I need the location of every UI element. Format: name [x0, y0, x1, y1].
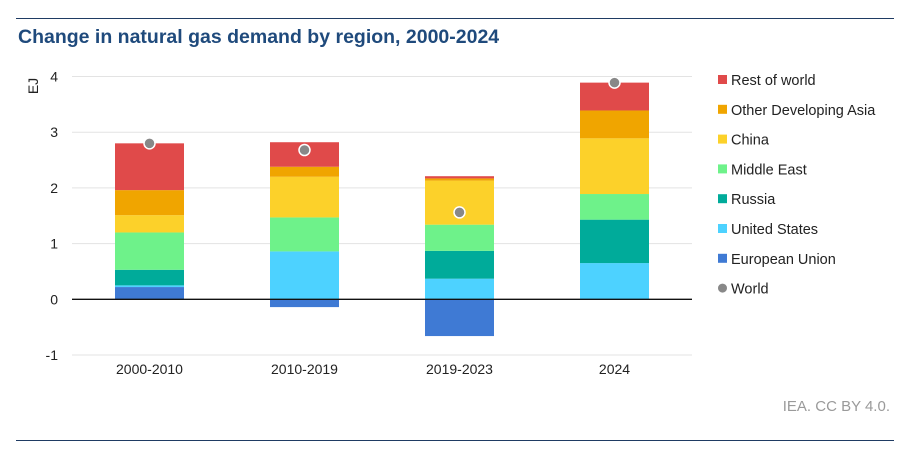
chart-title: Change in natural gas demand by region, … [18, 26, 500, 48]
world-marker [453, 206, 466, 219]
legend-swatch [718, 164, 727, 174]
y-tick-label: -1 [46, 347, 59, 363]
legend-swatch [718, 134, 727, 144]
bar-segment [270, 176, 339, 218]
bar-segment [580, 263, 649, 300]
legend-label: Russia [731, 192, 776, 208]
y-tick-label: 4 [50, 69, 58, 85]
legend-swatch [718, 224, 727, 233]
legend-swatch [718, 253, 727, 263]
bar-segment [115, 215, 184, 233]
bar-segment [270, 217, 339, 252]
bar-segment [270, 251, 339, 300]
legend-label: China [731, 133, 770, 149]
legend-label: Rest of world [731, 73, 816, 89]
bar-segment [115, 285, 184, 288]
y-tick-label: 0 [50, 291, 58, 307]
bar-segment [425, 224, 494, 251]
top-rule [16, 18, 894, 19]
bar-segment [115, 269, 184, 286]
y-axis-label: EJ [25, 78, 41, 94]
legend-swatch [718, 104, 727, 114]
bar-segment [425, 176, 494, 179]
legend-label: European Union [731, 252, 836, 268]
bar-segment [425, 278, 494, 300]
source-credit: IEA. CC BY 4.0. [782, 398, 890, 415]
legend-swatch [718, 194, 727, 204]
legend-label: United States [731, 222, 818, 238]
x-tick-label: 2024 [599, 361, 630, 377]
bar-segment [270, 299, 339, 308]
bar-segment [425, 178, 494, 181]
x-tick-label: 2000-2010 [116, 361, 183, 377]
x-tick-label: 2010-2019 [271, 361, 338, 377]
x-tick-label: 2019-2023 [426, 361, 493, 377]
legend-label: World [731, 282, 769, 298]
y-tick-label: 2 [50, 180, 58, 196]
legend-swatch [718, 75, 727, 84]
y-tick-label: 1 [50, 236, 58, 252]
bar-segment [580, 219, 649, 264]
world-marker [143, 137, 156, 150]
legend-label: Middle East [731, 162, 807, 178]
world-marker [608, 76, 621, 89]
bar-segment [115, 190, 184, 216]
bar-segment [425, 299, 494, 337]
bar-segment [580, 110, 649, 139]
bar-segment [270, 166, 339, 177]
bar-segment [115, 143, 184, 191]
bar-segment [115, 287, 184, 300]
legend-label: Other Developing Asia [731, 103, 876, 119]
world-marker [298, 143, 311, 157]
bar-segment [580, 138, 649, 195]
bar-segment [580, 194, 649, 220]
bottom-rule [16, 440, 894, 441]
bar-segment [425, 250, 494, 279]
y-tick-label: 3 [50, 124, 58, 140]
bar-segment [115, 232, 184, 270]
legend-marker [718, 283, 727, 293]
